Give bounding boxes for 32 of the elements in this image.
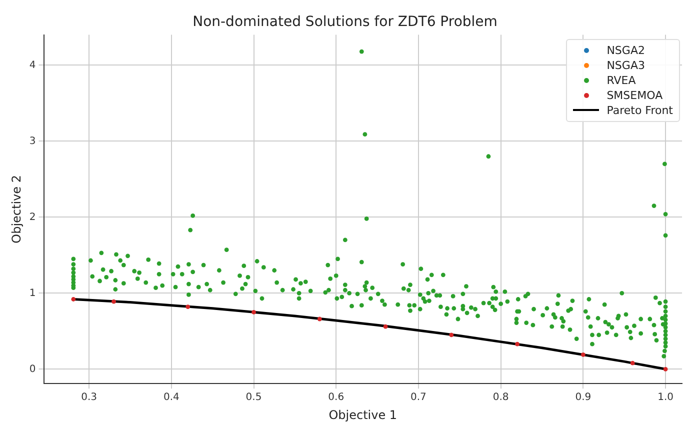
point bbox=[252, 310, 256, 314]
y-tick-label: 1 bbox=[29, 288, 36, 299]
point bbox=[630, 360, 635, 366]
point bbox=[580, 352, 586, 357]
x-tick-label: 0.7 bbox=[410, 392, 426, 404]
point bbox=[663, 366, 668, 372]
x-tick-label: 0.9 bbox=[575, 392, 592, 404]
legend-label: NSGA3 bbox=[606, 58, 645, 73]
legend-label: SMSEMOA bbox=[606, 88, 663, 103]
x-tick-label: 0.8 bbox=[492, 392, 509, 404]
point bbox=[449, 332, 454, 338]
point bbox=[186, 304, 190, 310]
legend-label: NSGA2 bbox=[606, 42, 645, 58]
y-axis-title: Objective 2 bbox=[9, 175, 24, 244]
x-tick-label: 0.6 bbox=[328, 392, 344, 404]
y-tick-label: 4 bbox=[29, 60, 36, 71]
point bbox=[515, 342, 520, 346]
x-tick-label: 0.3 bbox=[81, 392, 98, 404]
y-tick-label: 2 bbox=[29, 212, 36, 223]
y-tick-label: 3 bbox=[29, 136, 36, 147]
point bbox=[317, 316, 322, 322]
chart-title: Non-dominated Solutions for ZDT6 Problem bbox=[192, 14, 498, 30]
y-tick-label: 0 bbox=[29, 364, 36, 375]
legend-label: Pareto Front bbox=[606, 102, 673, 118]
x-tick-label: 0.4 bbox=[163, 392, 180, 404]
point bbox=[112, 299, 116, 304]
legend-label: RVEA bbox=[606, 72, 636, 88]
x-tick-label: 1.0 bbox=[658, 392, 674, 404]
x-tick-label: 0.5 bbox=[246, 392, 262, 404]
point bbox=[71, 297, 76, 302]
point bbox=[383, 324, 388, 329]
x-axis-title: Objective 1 bbox=[328, 408, 398, 422]
